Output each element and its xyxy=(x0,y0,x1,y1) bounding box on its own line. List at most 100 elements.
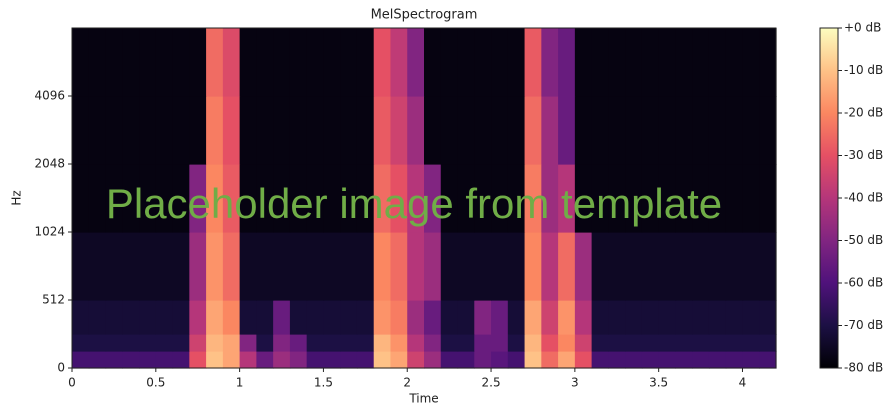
heatmap-cell xyxy=(122,164,140,233)
heatmap-cell xyxy=(189,232,207,301)
heatmap-cell xyxy=(222,96,241,165)
heatmap-cell xyxy=(323,96,341,165)
heatmap-cell xyxy=(289,28,308,97)
heatmap-cell xyxy=(625,232,643,301)
colorbar-tick-label: -10 dB xyxy=(844,63,883,77)
heatmap-cell xyxy=(558,232,576,301)
heatmap-cell xyxy=(206,232,224,301)
x-tick-label: 2 xyxy=(403,376,411,390)
heatmap-cell xyxy=(390,96,408,165)
heatmap-cell xyxy=(105,96,123,165)
heatmap-cell xyxy=(122,232,140,301)
heatmap-cell xyxy=(189,334,207,352)
heatmap-cell xyxy=(725,334,744,352)
heatmap-cell xyxy=(172,232,190,301)
heatmap-cell xyxy=(641,334,660,352)
heatmap-cell xyxy=(708,334,727,352)
heatmap-cell xyxy=(507,96,526,165)
heatmap-cell xyxy=(72,28,90,97)
heatmap-cell xyxy=(474,232,492,301)
heatmap-cell xyxy=(692,164,710,233)
heatmap-cell xyxy=(591,164,609,233)
heatmap-cell xyxy=(608,28,626,97)
x-tick-label: 0.5 xyxy=(146,376,165,390)
colorbar-tick-label: -40 dB xyxy=(844,191,883,205)
heatmap-cell xyxy=(491,96,509,165)
heatmap-cell xyxy=(541,300,559,335)
heatmap-cell xyxy=(457,232,475,301)
heatmap-cell xyxy=(172,334,190,352)
heatmap-cell xyxy=(474,164,492,233)
x-tick-label: 0 xyxy=(68,376,76,390)
heatmap-cell xyxy=(759,351,777,369)
heatmap-cell xyxy=(122,334,140,352)
heatmap-cell xyxy=(641,232,660,301)
heatmap-cell xyxy=(273,334,291,352)
heatmap-cell xyxy=(407,28,425,97)
heatmap-cell xyxy=(641,164,660,233)
heatmap-cell xyxy=(356,164,375,233)
heatmap-cell xyxy=(474,351,492,369)
chart-title: MelSpectrogram xyxy=(371,8,478,23)
heatmap-cell xyxy=(491,28,509,97)
heatmap-cell xyxy=(206,351,224,369)
heatmap-cell xyxy=(574,351,593,369)
heatmap-cell xyxy=(675,300,693,335)
heatmap-cell xyxy=(139,351,157,369)
heatmap-cell xyxy=(457,351,475,369)
heatmap-cell xyxy=(139,164,157,233)
heatmap-cell xyxy=(172,351,190,369)
y-tick-label: 512 xyxy=(42,293,65,307)
heatmap-cell xyxy=(424,300,442,335)
heatmap-cell xyxy=(407,164,425,233)
heatmap-cell xyxy=(239,96,257,165)
y-tick-label: 0 xyxy=(57,361,65,375)
overlay-text: Placeholder image from template xyxy=(106,180,722,227)
heatmap-cell xyxy=(189,351,207,369)
heatmap-cell xyxy=(675,232,693,301)
heatmap-cell xyxy=(507,164,526,233)
heatmap-cell xyxy=(457,334,475,352)
heatmap-cell xyxy=(407,232,425,301)
heatmap-cell xyxy=(608,164,626,233)
heatmap-cell xyxy=(541,28,559,97)
y-tick-label: 2048 xyxy=(34,157,65,171)
heatmap-cell xyxy=(474,334,492,352)
heatmap-cell xyxy=(692,28,710,97)
heatmap-cell xyxy=(273,164,291,233)
x-tick-label: 1 xyxy=(236,376,244,390)
heatmap-cell xyxy=(759,164,777,233)
heatmap-cell xyxy=(139,300,157,335)
heatmap-cell xyxy=(407,334,425,352)
heatmap-cell xyxy=(558,334,576,352)
heatmap-cell xyxy=(289,300,308,335)
heatmap-cell xyxy=(708,96,727,165)
heatmap-cell xyxy=(407,96,425,165)
heatmap-cell xyxy=(524,300,542,335)
heatmap-cell xyxy=(88,232,107,301)
colorbar-tick-label: -30 dB xyxy=(844,148,883,162)
heatmap-cell xyxy=(424,96,442,165)
heatmap-cell xyxy=(507,300,526,335)
heatmap-cell xyxy=(373,300,392,335)
heatmap-cell xyxy=(725,300,744,335)
heatmap-cell xyxy=(172,164,190,233)
heatmap-cell xyxy=(323,164,341,233)
heatmap-cell xyxy=(541,334,559,352)
heatmap-cell xyxy=(323,28,341,97)
heatmap-cell xyxy=(558,96,576,165)
heatmap-cell xyxy=(692,300,710,335)
heatmap-cell xyxy=(591,96,609,165)
heatmap-cell xyxy=(323,351,341,369)
heatmap-cell xyxy=(608,300,626,335)
heatmap-cell xyxy=(524,96,542,165)
heatmap-cell xyxy=(491,334,509,352)
heatmap-cell xyxy=(373,28,392,97)
heatmap-cell xyxy=(658,351,677,369)
heatmap-cell xyxy=(658,28,677,97)
heatmap-cell xyxy=(306,96,325,165)
heatmap-cell xyxy=(675,164,693,233)
heatmap-cell xyxy=(608,96,626,165)
heatmap-cell xyxy=(323,232,341,301)
heatmap-cell xyxy=(155,96,174,165)
